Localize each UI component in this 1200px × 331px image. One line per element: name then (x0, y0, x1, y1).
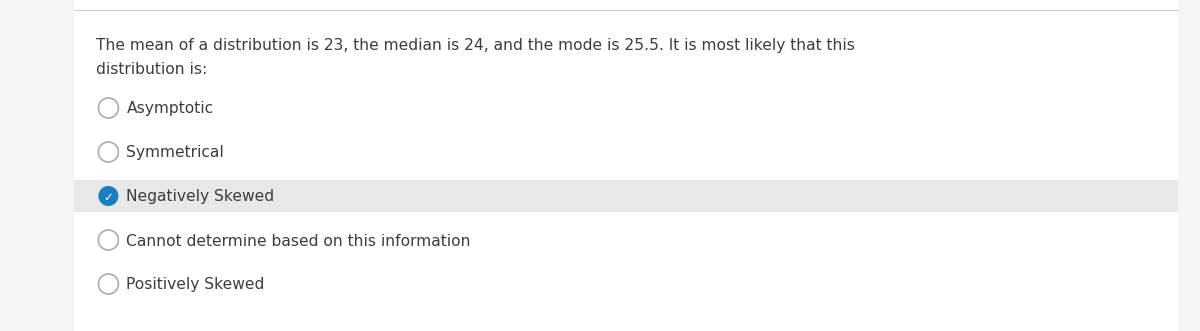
Circle shape (98, 186, 119, 206)
Circle shape (98, 230, 119, 250)
Text: ✓: ✓ (103, 191, 113, 204)
FancyBboxPatch shape (74, 180, 1178, 212)
Text: Symmetrical: Symmetrical (126, 146, 224, 161)
Text: Negatively Skewed: Negatively Skewed (126, 190, 275, 205)
Text: Asymptotic: Asymptotic (126, 102, 214, 117)
Text: Positively Skewed: Positively Skewed (126, 277, 265, 293)
Text: Cannot determine based on this information: Cannot determine based on this informati… (126, 233, 470, 249)
Text: The mean of a distribution is 23, the median is 24, and the mode is 25.5. It is : The mean of a distribution is 23, the me… (96, 38, 856, 53)
FancyBboxPatch shape (0, 0, 74, 331)
Circle shape (98, 98, 119, 118)
FancyBboxPatch shape (1178, 0, 1200, 331)
Text: distribution is:: distribution is: (96, 62, 208, 77)
Circle shape (98, 274, 119, 294)
Circle shape (98, 142, 119, 162)
